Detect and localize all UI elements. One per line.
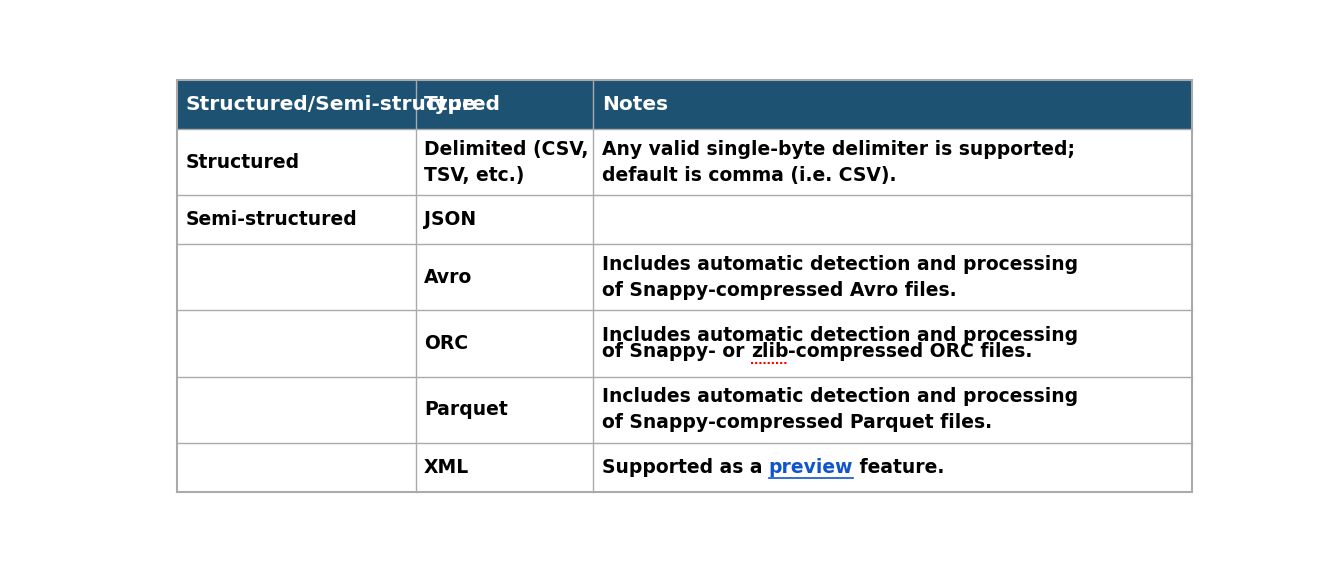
Text: of Snappy- or: of Snappy- or xyxy=(601,342,751,361)
Text: feature.: feature. xyxy=(854,457,945,477)
Text: JSON: JSON xyxy=(424,210,476,229)
Text: preview: preview xyxy=(768,457,854,477)
Text: Notes: Notes xyxy=(601,96,668,115)
Text: -compressed ORC files.: -compressed ORC files. xyxy=(788,342,1033,361)
Text: Structured: Structured xyxy=(186,153,299,172)
Text: Delimited (CSV,
TSV, etc.): Delimited (CSV, TSV, etc.) xyxy=(424,140,588,185)
Text: Avro: Avro xyxy=(424,268,473,287)
Text: Includes automatic detection and processing: Includes automatic detection and process… xyxy=(601,326,1078,345)
Text: zlib: zlib xyxy=(751,342,788,361)
Text: Includes automatic detection and processing
of Snappy-compressed Avro files.: Includes automatic detection and process… xyxy=(601,255,1078,300)
Text: Type: Type xyxy=(424,96,477,115)
Text: ORC: ORC xyxy=(424,334,468,353)
Text: Any valid single-byte delimiter is supported;
default is comma (i.e. CSV).: Any valid single-byte delimiter is suppo… xyxy=(601,140,1074,185)
Text: Supported as a: Supported as a xyxy=(601,457,768,477)
Text: Includes automatic detection and processing
of Snappy-compressed Parquet files.: Includes automatic detection and process… xyxy=(601,387,1078,432)
Text: Semi-structured: Semi-structured xyxy=(186,210,358,229)
Text: Parquet: Parquet xyxy=(424,400,508,419)
Text: Structured/Semi-structured: Structured/Semi-structured xyxy=(186,96,501,115)
Text: XML: XML xyxy=(424,457,469,477)
Bar xyxy=(178,80,1192,129)
